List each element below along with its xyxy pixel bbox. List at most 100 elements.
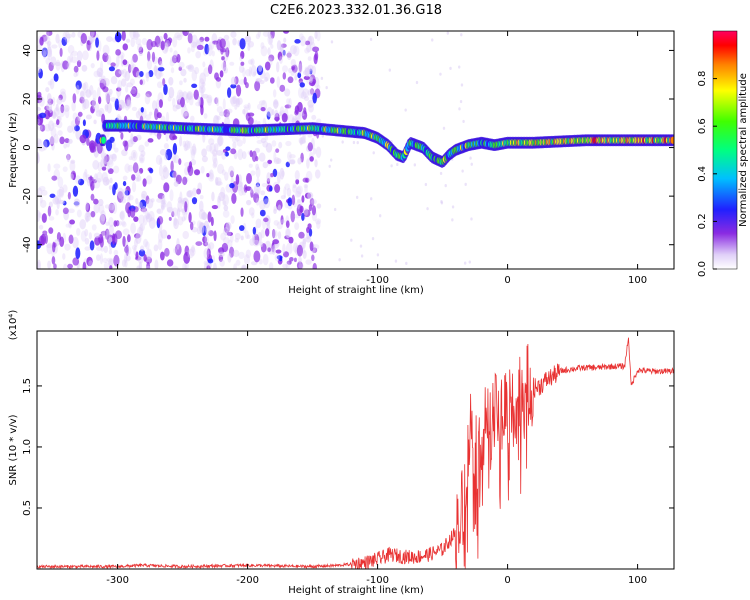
noise-blob	[51, 96, 56, 107]
noise-blob	[158, 72, 164, 77]
noise-blob	[190, 115, 195, 122]
noise-blob	[308, 228, 313, 237]
noise-blob	[212, 149, 218, 157]
noise-blob	[67, 191, 71, 200]
noise-blob	[302, 177, 309, 183]
noise-blob	[288, 236, 294, 244]
noise-blob	[230, 215, 235, 224]
noise-blob	[45, 57, 51, 65]
noise-blob	[77, 178, 85, 186]
noise-blob	[76, 227, 81, 236]
noise-blob	[63, 143, 67, 149]
noise-blob	[60, 88, 66, 95]
noise-blob	[304, 40, 311, 46]
noise-blob	[130, 133, 134, 145]
noise-blob	[58, 94, 63, 101]
noise-blob	[170, 160, 174, 172]
noise-blob	[121, 259, 127, 267]
noise-blob	[225, 221, 232, 231]
noise-blob	[158, 165, 163, 177]
colorbar: 0.0 0.2 0.4 0.6 0.8 Normalized spectral ampl…	[697, 30, 749, 277]
noise-blob	[221, 61, 227, 71]
noise-blob	[307, 133, 313, 138]
noise-blob	[120, 197, 127, 204]
noise-blob	[166, 201, 173, 213]
noise-blob	[110, 75, 118, 85]
noise-blob	[289, 256, 294, 262]
noise-blob	[242, 109, 246, 115]
noise-blob	[151, 51, 156, 63]
noise-blob	[160, 199, 167, 205]
noise-blob	[212, 262, 217, 269]
noise-blob	[204, 234, 209, 247]
noise-blob	[210, 216, 214, 227]
noise-blob	[104, 103, 109, 111]
noise-blob	[211, 204, 219, 210]
noise-blob	[73, 198, 81, 208]
noise-blob	[296, 261, 303, 269]
noise-blob	[207, 211, 212, 223]
noise-blob	[86, 256, 93, 267]
noise-blob	[279, 56, 283, 64]
noise-blob	[214, 97, 219, 105]
noise-blob	[191, 197, 198, 205]
noise-blob	[258, 64, 263, 72]
noise-blob	[93, 202, 100, 214]
noise-blob	[376, 253, 380, 257]
noise-blob	[295, 178, 300, 185]
noise-blob	[217, 197, 221, 210]
noise-blob	[201, 148, 207, 157]
noise-blob	[394, 259, 398, 263]
noise-blob	[177, 99, 182, 106]
noise-blob	[98, 198, 104, 207]
noise-blob	[183, 112, 190, 117]
noise-blob	[298, 263, 304, 269]
noise-blob	[222, 209, 230, 218]
noise-blob	[37, 259, 41, 269]
noise-blob	[209, 142, 216, 154]
noise-blob	[102, 44, 110, 56]
snr-plot-area	[37, 337, 674, 569]
noise-blob	[286, 98, 290, 105]
noise-blob	[56, 119, 60, 126]
noise-blob	[205, 144, 213, 152]
noise-blob	[95, 254, 101, 261]
noise-blob	[47, 163, 51, 172]
noise-blob	[190, 145, 197, 156]
noise-blob	[260, 45, 268, 57]
noise-blob	[294, 74, 298, 81]
noise-blob	[470, 162, 473, 166]
noise-blob	[108, 216, 114, 228]
noise-blob	[63, 263, 68, 269]
noise-blob	[171, 265, 179, 269]
noise-blob	[338, 258, 341, 262]
noise-blob	[199, 195, 204, 200]
noise-blob	[232, 141, 237, 149]
noise-blob	[145, 241, 150, 250]
noise-blob	[79, 91, 86, 100]
noise-blob	[267, 34, 274, 46]
noise-blob	[193, 89, 199, 100]
noise-blob	[300, 91, 307, 100]
noise-blob	[156, 112, 162, 119]
noise-blob	[102, 86, 109, 93]
noise-blob	[289, 154, 296, 159]
noise-blob	[39, 199, 47, 208]
noise-blob	[145, 265, 151, 269]
noise-blob	[271, 140, 277, 147]
noise-blob	[41, 189, 48, 196]
noise-blob	[162, 165, 168, 173]
noise-blob	[138, 261, 143, 269]
noise-blob	[194, 66, 200, 75]
noise-blob	[76, 60, 82, 68]
noise-blob	[55, 59, 61, 71]
noise-blob	[124, 99, 130, 111]
noise-blob	[240, 50, 245, 60]
noise-blob	[122, 43, 128, 51]
noise-blob	[282, 49, 286, 56]
noise-blob	[246, 234, 251, 240]
noise-blob	[96, 67, 104, 78]
noise-blob	[184, 201, 188, 213]
noise-blob	[186, 190, 192, 198]
